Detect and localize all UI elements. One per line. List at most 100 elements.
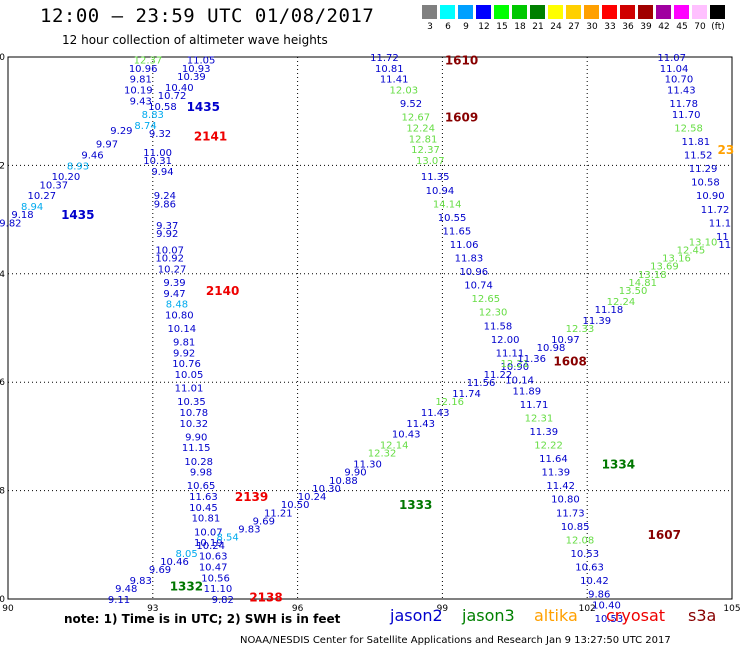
- legend-label: 27: [568, 22, 580, 32]
- legend-swatch: [638, 5, 653, 19]
- pass-time-label: 1609: [445, 111, 478, 125]
- legend-swatch: [620, 5, 635, 19]
- swh-value-label: 10.93: [182, 64, 211, 75]
- swh-value-label: 12.81: [409, 134, 438, 145]
- swh-value-label: 9.82: [0, 218, 22, 229]
- legend-label: 9: [463, 22, 469, 32]
- swh-value-label: 9.46: [81, 151, 103, 162]
- swh-value-label: 12.14: [380, 441, 409, 452]
- swh-value-label: 10.07: [155, 245, 184, 256]
- swh-value-label: 10.96: [459, 267, 488, 278]
- legend-label: 42: [658, 22, 670, 32]
- swh-value-label: 10.65: [187, 481, 216, 492]
- swh-value-label: 10.90: [696, 191, 725, 202]
- satellite-legend-item: altika: [534, 606, 578, 625]
- pass-time-label: 1435: [61, 208, 94, 222]
- swh-value-label: 9.47: [163, 289, 185, 300]
- swh-value-label: 11.74: [452, 389, 481, 400]
- swh-value-label: 12.45: [677, 245, 706, 256]
- swh-value-label: 9.29: [110, 126, 132, 137]
- swh-value-label: 12.16: [435, 397, 464, 408]
- swh-value-label: 12.67: [402, 113, 431, 124]
- pass-time-label: 1332: [170, 579, 203, 593]
- legend-label: 45: [676, 22, 688, 32]
- swh-value-label: 9.81: [130, 75, 152, 86]
- legend-swatch: [530, 5, 545, 19]
- x-tick-label: 90: [2, 604, 14, 614]
- swh-value-label: 9.81: [173, 338, 195, 349]
- swh-value-label: 10.19: [124, 86, 153, 97]
- swh-value-label: 12.24: [406, 123, 435, 134]
- swh-value-label: 9.37: [156, 221, 178, 232]
- legend-label: 21: [532, 22, 544, 32]
- swh-value-label: 10.74: [464, 281, 493, 292]
- swh-value-label: 10.40: [165, 83, 194, 94]
- swh-value-label: 11.52: [684, 151, 713, 162]
- swh-value-label: 13.69: [650, 262, 679, 273]
- swh-value-label: 13.10: [689, 237, 718, 248]
- page-subtitle: 12 hour collection of altimeter wave hei…: [62, 33, 328, 47]
- swh-value-label: 12.00: [491, 335, 520, 346]
- swh-value-label: 9.24: [154, 191, 176, 202]
- swh-value-label: 11.41: [380, 75, 409, 86]
- swh-value-label: 12.31: [525, 413, 554, 424]
- swh-value-label: 10.81: [375, 64, 404, 75]
- swh-value-label: 10.42: [580, 576, 609, 587]
- swh-value-label: 10.28: [184, 457, 213, 468]
- swh-value-label: 12.30: [479, 308, 508, 319]
- swh-value-label: 10.92: [155, 254, 184, 265]
- satellite-legend-item: s3a: [688, 606, 717, 625]
- y-tick-label: -52: [0, 161, 5, 171]
- swh-value-label: 11.65: [443, 226, 472, 237]
- swh-value-label: 11.78: [669, 99, 698, 110]
- swh-value-label: 10.43: [392, 430, 421, 441]
- legend-label: 3: [427, 22, 433, 32]
- swh-value-label: 10.14: [505, 375, 534, 386]
- swh-value-label: 13.50: [619, 286, 648, 297]
- swh-value-label: 11: [718, 240, 731, 251]
- swh-value-label: 10.20: [52, 172, 81, 183]
- swh-value-label: 11.10: [204, 584, 233, 595]
- swh-value-label: 11.21: [264, 508, 293, 519]
- swh-value-label: 10.88: [329, 476, 358, 487]
- swh-value-label: 10.19: [194, 538, 223, 549]
- swh-value-label: 10.40: [592, 600, 621, 611]
- swh-value-label: 11.30: [353, 460, 382, 471]
- swh-value-label: 10.70: [665, 75, 694, 86]
- legend-swatch: [584, 5, 599, 19]
- swh-value-label: 11.43: [406, 419, 435, 430]
- swh-value-label: 11: [716, 232, 729, 243]
- swh-value-label: 10.30: [312, 484, 341, 495]
- swh-value-label: 12.58: [674, 123, 703, 134]
- swh-value-label: 12.08: [566, 535, 595, 546]
- swh-value-label: 9.18: [11, 210, 33, 221]
- legend-swatch: [674, 5, 689, 19]
- swh-value-label: 11.15: [182, 443, 211, 454]
- legend-swatch: [440, 5, 455, 19]
- swh-value-label: 10.47: [199, 562, 228, 573]
- swh-value-label: 11.39: [529, 427, 558, 438]
- swh-value-label: 12.37: [411, 145, 440, 156]
- swh-value-label: 10.78: [180, 408, 209, 419]
- swh-value-label: 9.32: [149, 129, 171, 140]
- legend-swatch: [692, 5, 707, 19]
- legend-label: (ft): [711, 22, 725, 32]
- swh-value-label: 10.58: [691, 178, 720, 189]
- legend-swatch: [422, 5, 437, 19]
- swh-value-label: 11.42: [546, 481, 575, 492]
- swh-value-label: 8.74: [134, 121, 156, 132]
- pass-time-label: 1333: [399, 498, 432, 512]
- swh-value-label: 10.76: [172, 359, 201, 370]
- swh-value-label: 10.14: [167, 324, 196, 335]
- swh-value-label: 10.45: [189, 503, 218, 514]
- swh-value-label: 11.81: [681, 137, 710, 148]
- swh-value-label: 11.58: [484, 321, 513, 332]
- swh-value-label: 11.43: [421, 408, 450, 419]
- legend-swatch: [512, 5, 527, 19]
- swh-value-label: 11.83: [455, 254, 484, 265]
- swh-value-label: 11.71: [520, 400, 549, 411]
- swh-value-label: 14.14: [433, 199, 462, 210]
- swh-value-label: 13.18: [638, 270, 667, 281]
- swh-value-label: 11.35: [421, 172, 450, 183]
- satellite-legend-item: cryosat: [606, 606, 666, 625]
